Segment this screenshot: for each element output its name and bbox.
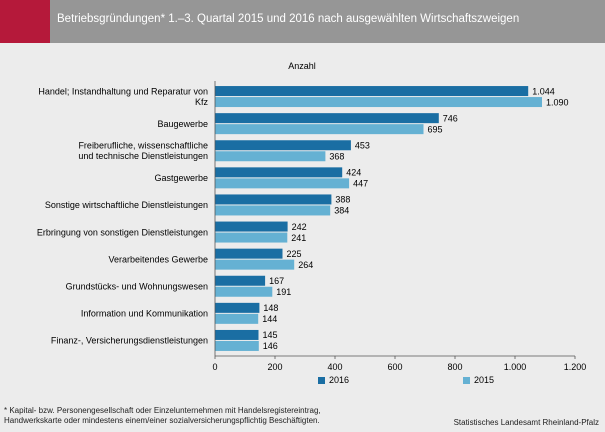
x-ticks-group: 0 200 400 600 800 1.000 1.200 bbox=[212, 356, 586, 372]
source-note: Statistisches Landesamt Rheinland-Pfalz bbox=[453, 418, 599, 427]
value-label-2015-4: 447 bbox=[353, 179, 368, 189]
bar-2015-2 bbox=[215, 124, 424, 135]
bars-group bbox=[215, 86, 542, 351]
x-tick-label-5: 800 bbox=[447, 362, 462, 372]
footnote: * Kapital- bzw. Personengesellschaft ode… bbox=[4, 406, 321, 426]
value-label-2015-5: 384 bbox=[334, 206, 349, 216]
value-label-2016-2: 746 bbox=[443, 113, 458, 123]
footnote-line-2: Handwerkskarte oder mindestens einem/ein… bbox=[4, 416, 320, 425]
header-bar: Betriebsgründungen* 1.–3. Quartal 2015 u… bbox=[0, 0, 605, 43]
value-label-2015-9: 144 bbox=[262, 314, 277, 324]
x-tick-label-4: 600 bbox=[387, 362, 402, 372]
bar-2015-3 bbox=[215, 151, 326, 162]
bar-2016-2 bbox=[215, 113, 439, 124]
chart-title: Betriebsgründungen* 1.–3. Quartal 2015 u… bbox=[57, 13, 520, 25]
legend-swatch-2015 bbox=[463, 377, 470, 384]
bar-2016-7 bbox=[215, 248, 283, 259]
category-label-3-line-2: und technische Dienstleistungen bbox=[78, 151, 208, 161]
value-label-2016-1: 1.044 bbox=[532, 86, 555, 96]
value-label-2016-8: 167 bbox=[269, 276, 284, 286]
category-label-6: Erbringung von sonstigen Dienstleistunge… bbox=[37, 227, 208, 237]
category-label-8: Grundstücks- und Wohnungswesen bbox=[66, 281, 208, 291]
x-tick-label-2: 200 bbox=[267, 362, 282, 372]
value-label-2015-1: 1.090 bbox=[546, 97, 569, 107]
bar-chart: Anzahl Handel; Instandhaltung und Repara… bbox=[37, 61, 586, 385]
value-label-2015-6: 241 bbox=[291, 233, 306, 243]
legend-label-2016: 2016 bbox=[329, 375, 349, 385]
value-label-2016-6: 242 bbox=[292, 222, 307, 232]
bar-2015-10 bbox=[215, 340, 259, 351]
unit-label: Anzahl bbox=[288, 61, 316, 71]
category-label-3-line-1: Freiberufliche, wissenschaftliche bbox=[78, 141, 208, 151]
bar-2016-10 bbox=[215, 329, 259, 340]
value-label-2016-7: 225 bbox=[287, 249, 302, 259]
category-label-1-line-2: Kfz bbox=[195, 97, 209, 107]
category-labels-group: Handel; Instandhaltung und Reparatur von… bbox=[37, 87, 209, 346]
legend-label-2015: 2015 bbox=[474, 375, 494, 385]
footnote-line-1: * Kapital- bzw. Personengesellschaft ode… bbox=[4, 406, 321, 415]
category-label-4: Gastgewerbe bbox=[154, 173, 208, 183]
value-label-2016-4: 424 bbox=[346, 168, 361, 178]
bar-2016-1 bbox=[215, 86, 529, 97]
bar-2015-5 bbox=[215, 205, 331, 216]
x-tick-label-7: 1.200 bbox=[564, 362, 587, 372]
category-label-10: Finanz-, Versicherungsdienstleistungen bbox=[51, 336, 208, 346]
category-label-7: Verarbeitendes Gewerbe bbox=[108, 254, 208, 264]
value-label-2016-10: 145 bbox=[263, 330, 278, 340]
bar-2015-1 bbox=[215, 97, 542, 108]
bar-2015-8 bbox=[215, 286, 273, 297]
category-label-1-line-1: Handel; Instandhaltung und Reparatur von bbox=[38, 87, 208, 97]
value-label-2015-10: 146 bbox=[263, 341, 278, 351]
bar-2015-7 bbox=[215, 259, 295, 270]
value-label-2016-3: 453 bbox=[355, 140, 370, 150]
x-tick-label-6: 1.000 bbox=[504, 362, 527, 372]
bar-2016-9 bbox=[215, 302, 260, 313]
bar-2015-4 bbox=[215, 178, 350, 189]
category-label-2: Baugewerbe bbox=[157, 119, 208, 129]
value-label-2015-3: 368 bbox=[329, 151, 344, 161]
value-label-2016-9: 148 bbox=[263, 303, 278, 313]
value-label-2015-8: 191 bbox=[276, 287, 291, 297]
category-label-9: Information und Kommunikation bbox=[81, 309, 208, 319]
bar-2016-8 bbox=[215, 275, 266, 286]
bar-2016-4 bbox=[215, 167, 343, 178]
x-tick-label-3: 400 bbox=[327, 362, 342, 372]
value-label-2016-5: 388 bbox=[335, 195, 350, 205]
legend: 2016 2015 bbox=[318, 375, 494, 385]
category-label-5: Sonstige wirtschaftliche Dienstleistunge… bbox=[45, 200, 208, 210]
x-tick-label-1: 0 bbox=[212, 362, 217, 372]
legend-swatch-2016 bbox=[318, 377, 325, 384]
value-label-2015-2: 695 bbox=[428, 124, 443, 134]
bar-2016-5 bbox=[215, 194, 332, 205]
bar-2015-6 bbox=[215, 232, 288, 243]
bar-2016-6 bbox=[215, 221, 288, 232]
bar-2016-3 bbox=[215, 140, 351, 151]
value-label-2015-7: 264 bbox=[298, 260, 313, 270]
header-accent-block bbox=[0, 0, 50, 43]
bar-2015-9 bbox=[215, 313, 259, 324]
